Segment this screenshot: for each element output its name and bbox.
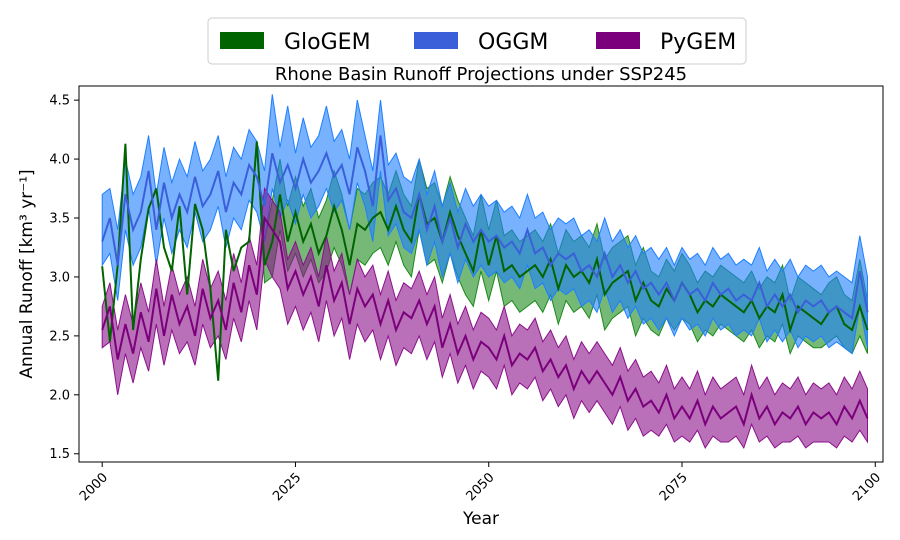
x-tick-label: 2100 (850, 470, 884, 504)
oggm-legend-swatch (414, 32, 458, 49)
chart-title: Rhone Basin Runoff Projections under SSP… (275, 64, 687, 85)
y-tick-label: 4.5 (49, 94, 70, 109)
y-axis: 1.5 2.0 2.5 3.0 3.5 4.0 4.5 (49, 94, 79, 462)
legend-items: GloGEM OGGM PyGEM (220, 30, 736, 55)
x-tick-label: 2050 (464, 470, 498, 504)
plot-layer (101, 94, 869, 450)
x-tick-label: 2075 (657, 470, 691, 504)
legend-frame (207, 17, 747, 65)
oggm-legend-label: OGGM (478, 30, 548, 55)
glogem-mean-line (101, 141, 869, 381)
x-axis: 2000 2025 2050 2075 2100 (77, 462, 884, 504)
legend: GloGEM OGGM PyGEM (207, 17, 747, 65)
pygem-legend-label: PyGEM (660, 30, 736, 55)
y-tick-label: 3.0 (49, 270, 70, 285)
y-tick-label: 2.0 (49, 388, 70, 403)
y-tick-label: 4.0 (49, 153, 70, 168)
x-axis-title: Year (462, 509, 499, 529)
oggm-mean-line (101, 135, 869, 320)
y-tick-label: 1.5 (49, 447, 70, 462)
x-tick-label: 2000 (77, 470, 111, 504)
pygem-uncertainty-band (101, 187, 868, 450)
pygem-legend-swatch (596, 32, 640, 49)
glogem-legend-label: GloGEM (284, 30, 371, 55)
pygem-mean-line (101, 215, 869, 428)
oggm-uncertainty-band (101, 94, 868, 355)
x-tick-label: 2025 (270, 470, 304, 504)
plot-area-frame (78, 85, 884, 463)
y-tick-label: 3.5 (49, 212, 70, 227)
y-tick-label: 2.5 (49, 329, 70, 344)
y-axis-title: Annual Runoff [km³ yr⁻¹] (17, 169, 37, 378)
glogem-legend-swatch (220, 32, 264, 49)
